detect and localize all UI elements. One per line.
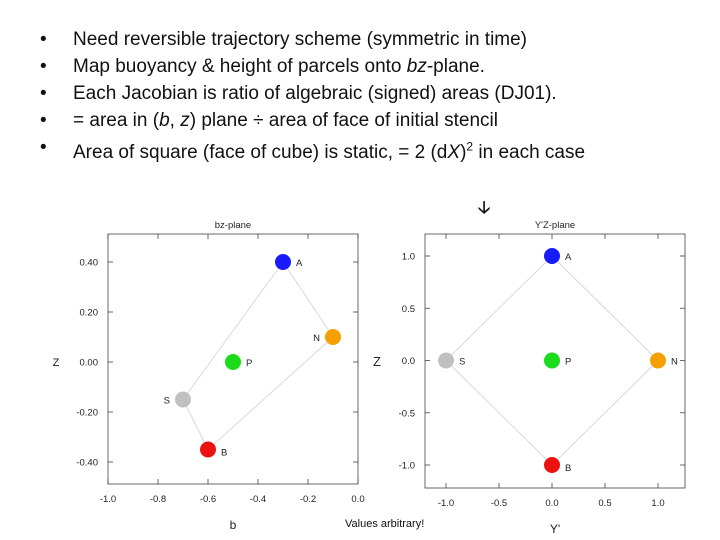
arrow-down-icon: 🡣 xyxy=(478,198,491,217)
plot-frame xyxy=(107,233,359,485)
x-tick-label: -0.4 xyxy=(250,494,266,505)
stencil-polygon xyxy=(182,261,334,451)
point-label-n: N xyxy=(671,357,678,368)
point-label-b: B xyxy=(565,463,571,474)
point-n xyxy=(650,352,666,369)
point-a xyxy=(544,248,560,264)
bullet-text: Area of square (face of cube) is static,… xyxy=(73,140,586,164)
x-tick-label: 0.0 xyxy=(545,498,558,509)
y-tick-label: 0.20 xyxy=(80,308,99,319)
bullet-text-part: Area of square (face of cube) is static,… xyxy=(73,142,448,164)
bullet-text-part: -plane. xyxy=(426,56,485,77)
x-tick-label: 0.5 xyxy=(598,498,611,509)
bullet-text-superscript: 2 xyxy=(466,140,474,154)
x-tick-label: -1.0 xyxy=(438,498,454,509)
bullet-text-part: = area in ( xyxy=(73,110,160,131)
bullet-text-part: Map buoyancy & height of parcels onto xyxy=(73,56,407,77)
y-axis-label: Z xyxy=(373,354,381,369)
y-tick-label: 1.0 xyxy=(402,252,415,263)
bullet-text: Need reversible trajectory scheme (symme… xyxy=(73,29,528,50)
x-tick-label: -1.0 xyxy=(100,494,116,505)
plot-frame xyxy=(424,233,686,489)
bullet-item: • Map buoyancy & height of parcels onto b… xyxy=(40,53,585,80)
bullet-text: Map buoyancy & height of parcels onto bz… xyxy=(73,56,485,77)
bullet-text-italic: b xyxy=(159,110,170,131)
bullet-list: • Need reversible trajectory scheme (symm… xyxy=(40,26,586,164)
x-tick-label: -0.8 xyxy=(150,494,166,505)
chart-title: bz-plane xyxy=(215,220,251,231)
bullet-dot: • xyxy=(40,83,47,104)
y-axis-label: Z xyxy=(53,357,60,369)
point-label-s: S xyxy=(459,357,465,368)
point-p xyxy=(225,354,241,370)
x-tick-label: 1.0 xyxy=(651,498,664,509)
point-label-p: P xyxy=(565,357,571,368)
bullet-text-part: in each case xyxy=(473,142,586,164)
point-label-a: A xyxy=(565,252,572,263)
point-label-p: P xyxy=(246,358,252,369)
y-tick-label: -0.5 xyxy=(399,408,415,419)
point-n xyxy=(325,329,341,345)
point-label-n: N xyxy=(313,333,320,344)
x-tick-label: -0.5 xyxy=(491,498,507,509)
point-p xyxy=(544,352,560,369)
bullet-text-part: ) plane ÷ area of face of initial stenci… xyxy=(189,110,498,131)
y-tick-label: 0.0 xyxy=(402,356,415,367)
y-tick-label: 0.40 xyxy=(80,258,99,269)
chart-title: Y'Z-plane xyxy=(535,220,575,231)
point-label-b: B xyxy=(221,448,227,459)
x-axis-label: b xyxy=(230,518,237,532)
y-tick-label: -0.20 xyxy=(76,408,98,419)
bullet-text: Each Jacobian is ratio of algebraic (sig… xyxy=(73,83,557,104)
point-b xyxy=(200,441,216,458)
point-label-s: S xyxy=(164,396,170,407)
x-axis-label: Y' xyxy=(550,522,560,536)
bullet-dot: • xyxy=(40,56,47,77)
bullet-dot: • xyxy=(40,110,47,131)
y-tick-label: -0.40 xyxy=(76,458,98,469)
y-tick-label: -1.0 xyxy=(399,461,415,472)
y-tick-label: 0.5 xyxy=(402,304,415,315)
bullet-dot: • xyxy=(40,29,47,50)
point-b xyxy=(544,457,560,473)
point-label-a: A xyxy=(296,258,303,269)
point-s xyxy=(175,391,191,408)
bullet-dot: • xyxy=(40,137,47,158)
x-tick-label: 0.0 xyxy=(351,494,364,505)
bullet-text: = area in (b, z) plane ÷ area of face of… xyxy=(73,110,498,131)
x-tick-label: -0.6 xyxy=(200,494,216,505)
bullet-item: • Area of square (face of cube) is static… xyxy=(40,134,586,164)
bullet-item: • Need reversible trajectory scheme (symm… xyxy=(40,26,585,53)
point-s xyxy=(438,352,454,369)
x-tick-label: -0.2 xyxy=(300,494,316,505)
bullet-text-italic: bz xyxy=(406,56,427,77)
bullet-text-part: , xyxy=(169,110,181,131)
bullet-text-italic: z xyxy=(180,110,190,131)
bullet-item: • Each Jacobian is ratio of algebraic (si… xyxy=(40,80,585,107)
point-a xyxy=(275,254,291,270)
bullet-text-part: ) xyxy=(460,142,467,164)
bullet-item: • = area in (b, z) plane ÷ area of face o… xyxy=(40,107,585,134)
chart-bz-plane: bz-plane 0.40 0.20 0.00 -0.20 -0.40 -1.0 -0.8 -0… xyxy=(53,220,365,532)
chart-yz-plane: Y'Z-plane 1.0 0.5 0.0 -0.5 -1.0 -1.0 -0.5 0.0 0.5… xyxy=(373,220,686,536)
y-tick-label: 0.00 xyxy=(80,358,99,369)
footnote: Values arbitrary! xyxy=(345,518,425,530)
bullet-text-italic: X xyxy=(447,142,461,164)
